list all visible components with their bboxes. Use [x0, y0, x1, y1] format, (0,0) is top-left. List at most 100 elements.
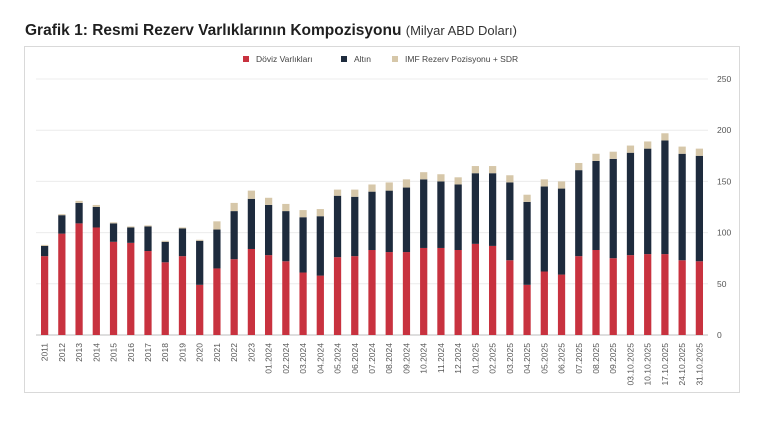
- bar-altin-06.2024: [351, 196, 359, 257]
- x-tick-label-12.2024: 12.2024: [453, 343, 463, 374]
- x-tick-label-2017: 2017: [143, 343, 153, 362]
- x-tick-label-10.10.2025: 10.10.2025: [643, 343, 653, 386]
- x-tick-label-17.10.2025: 17.10.2025: [660, 343, 670, 386]
- bar-imf-05.2024: [333, 189, 342, 196]
- bar-doviz-2021: [213, 268, 221, 335]
- bar-altin-08.2024: [385, 190, 393, 253]
- bar-imf-07.2024: [368, 184, 376, 192]
- bar-altin-03.2024: [299, 217, 307, 273]
- bar-altin-04.2024: [316, 216, 324, 276]
- bar-doviz-01.2024: [264, 255, 273, 335]
- x-tick-label-03.10.2025: 03.10.2025: [625, 343, 635, 386]
- bar-altin-01.2024: [264, 204, 273, 256]
- bar-imf-09.2024: [402, 179, 411, 188]
- bar-altin-09.2025: [609, 158, 617, 259]
- bar-altin-02.2024: [282, 211, 290, 262]
- y-tick-label-150: 150: [717, 176, 731, 186]
- bar-doviz-05.2024: [333, 257, 342, 335]
- bar-doviz-08.2024: [385, 252, 393, 335]
- bar-altin-07.2025: [575, 170, 583, 257]
- legend-swatch-imf: [392, 56, 398, 62]
- bar-imf-10.2024: [420, 172, 428, 180]
- bar-doviz-01.2025: [471, 243, 480, 335]
- bar-doviz-04.2025: [523, 284, 531, 335]
- bar-imf-12.2024: [454, 177, 462, 185]
- bar-altin-01.2025: [471, 173, 480, 244]
- bar-imf-08.2025: [592, 153, 600, 161]
- bar-doviz-06.2024: [351, 256, 359, 335]
- legend-label-altin: Altın: [354, 54, 371, 64]
- bar-altin-12.2024: [454, 184, 462, 251]
- bar-imf-2015: [109, 222, 118, 224]
- bar-altin-03.2025: [506, 182, 514, 261]
- bar-altin-04.2025: [523, 201, 531, 285]
- x-tick-label-2015: 2015: [109, 343, 119, 362]
- x-tick-label-2022: 2022: [229, 343, 239, 362]
- x-tick-label-2013: 2013: [74, 343, 84, 362]
- bar-doviz-31.10.2025: [695, 261, 704, 335]
- x-tick-label-03.2024: 03.2024: [298, 343, 308, 374]
- y-tick-label-100: 100: [717, 228, 731, 238]
- bar-altin-24.10.2025: [678, 153, 686, 261]
- x-tick-label-2012: 2012: [57, 343, 67, 362]
- bar-altin-2017: [144, 226, 152, 252]
- x-tick-label-04.2025: 04.2025: [522, 343, 532, 374]
- bar-imf-02.2024: [282, 203, 290, 212]
- bar-doviz-10.10.2025: [644, 254, 652, 335]
- bar-imf-2014: [92, 204, 100, 207]
- bar-altin-05.2025: [540, 186, 548, 272]
- y-tick-label-0: 0: [717, 330, 722, 340]
- x-tick-label-08.2025: 08.2025: [591, 343, 601, 374]
- bar-imf-07.2025: [575, 162, 583, 171]
- bar-imf-06.2025: [557, 181, 566, 189]
- bar-imf-09.2025: [609, 151, 617, 159]
- bar-imf-03.10.2025: [626, 145, 635, 153]
- bar-imf-10.10.2025: [644, 141, 652, 149]
- bar-altin-07.2024: [368, 191, 376, 251]
- bar-doviz-10.2024: [420, 247, 428, 335]
- x-tick-label-01.2025: 01.2025: [470, 343, 480, 374]
- x-tick-label-2019: 2019: [177, 343, 187, 362]
- x-tick-label-2016: 2016: [126, 343, 136, 362]
- bar-altin-2013: [75, 202, 83, 224]
- bar-doviz-2016: [127, 242, 135, 335]
- bar-doviz-07.2024: [368, 250, 376, 335]
- x-tick-label-05.2025: 05.2025: [539, 343, 549, 374]
- x-tick-label-09.2024: 09.2024: [401, 343, 411, 374]
- x-tick-label-01.2024: 01.2024: [264, 343, 274, 374]
- bar-altin-05.2024: [333, 195, 342, 258]
- bar-doviz-2020: [196, 284, 204, 335]
- bar-altin-2021: [213, 229, 221, 269]
- x-tick-label-24.10.2025: 24.10.2025: [677, 343, 687, 386]
- bar-altin-03.10.2025: [626, 152, 635, 256]
- bar-imf-2020: [196, 239, 204, 241]
- bar-altin-2023: [247, 198, 256, 249]
- bar-altin-2011: [40, 245, 49, 257]
- chart-frame: [24, 46, 740, 393]
- y-tick-label-50: 50: [717, 279, 727, 289]
- bar-imf-2019: [178, 227, 187, 229]
- bar-doviz-02.2025: [488, 245, 497, 335]
- bar-doviz-04.2024: [316, 275, 324, 335]
- x-tick-label-06.2025: 06.2025: [557, 343, 567, 374]
- bar-doviz-06.2025: [557, 274, 566, 335]
- bar-doviz-03.10.2025: [626, 255, 635, 335]
- bar-imf-2021: [213, 221, 221, 230]
- bar-imf-2016: [127, 226, 135, 228]
- bar-imf-24.10.2025: [678, 146, 686, 154]
- bar-imf-03.2024: [299, 210, 307, 218]
- x-tick-label-2021: 2021: [212, 343, 222, 362]
- x-tick-label-2018: 2018: [160, 343, 170, 362]
- x-tick-label-07.2025: 07.2025: [574, 343, 584, 374]
- legend-swatch-altin: [341, 56, 347, 62]
- bar-imf-06.2024: [351, 189, 359, 197]
- bar-doviz-08.2025: [592, 250, 600, 335]
- x-tick-label-03.2025: 03.2025: [505, 343, 515, 374]
- bar-imf-01.2025: [471, 166, 480, 174]
- x-tick-label-05.2024: 05.2024: [333, 343, 343, 374]
- bar-altin-02.2025: [488, 173, 497, 246]
- legend-label-doviz: Döviz Varlıkları: [256, 54, 313, 64]
- bar-doviz-2014: [92, 227, 100, 335]
- bar-doviz-09.2025: [609, 258, 617, 335]
